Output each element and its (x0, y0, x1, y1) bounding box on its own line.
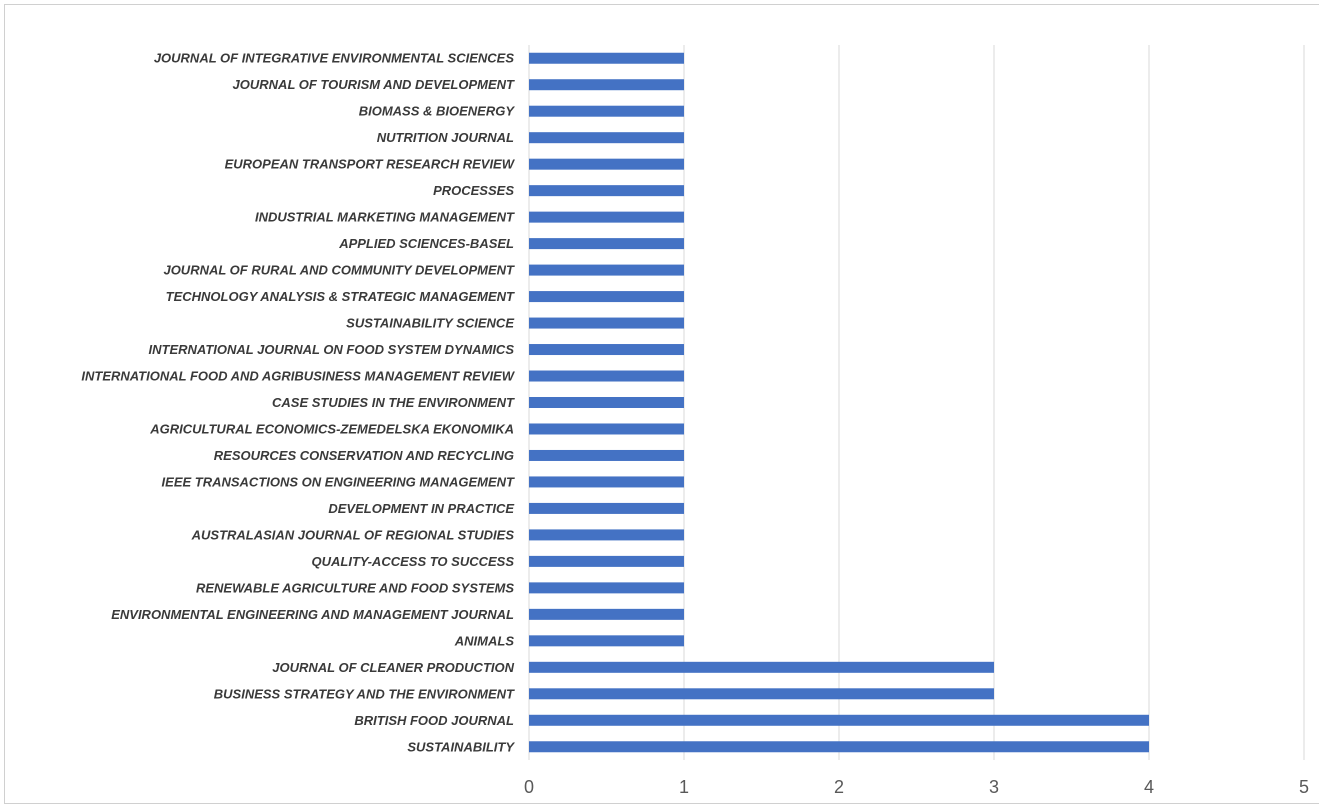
bar (529, 741, 1149, 753)
bar (529, 635, 684, 647)
category-label: JOURNAL OF TOURISM AND DEVELOPMENT (233, 77, 516, 92)
category-label: JOURNAL OF INTEGRATIVE ENVIRONMENTAL SCI… (154, 51, 515, 66)
bar (529, 502, 684, 514)
bar (529, 529, 684, 541)
category-label: ENVIRONMENTAL ENGINEERING AND MANAGEMENT… (111, 607, 514, 622)
category-label: ANIMALS (454, 633, 515, 648)
category-label: IEEE TRANSACTIONS ON ENGINEERING MANAGEM… (162, 474, 516, 489)
category-label: RENEWABLE AGRICULTURE AND FOOD SYSTEMS (196, 580, 514, 595)
bar (529, 423, 684, 435)
bar (529, 105, 684, 117)
category-label: TECHNOLOGY ANALYSIS & STRATEGIC MANAGEME… (166, 289, 515, 304)
category-label: INTERNATIONAL JOURNAL ON FOOD SYSTEM DYN… (149, 342, 515, 357)
bar (529, 185, 684, 197)
bar (529, 370, 684, 382)
category-label: SUSTAINABILITY (407, 739, 515, 754)
category-label: AGRICULTURAL ECONOMICS-ZEMEDELSKA EKONOM… (149, 421, 514, 436)
x-axis-tick-labels: 0 1 2 3 4 5 (524, 777, 1309, 796)
bar (529, 555, 684, 567)
category-label: CASE STUDIES IN THE ENVIRONMENT (272, 395, 515, 410)
category-label: APPLIED SCIENCES-BASEL (338, 236, 514, 251)
bar (529, 317, 684, 329)
category-label: DEVELOPMENT IN PRACTICE (328, 501, 514, 516)
category-label: BUSINESS STRATEGY AND THE ENVIRONMENT (214, 686, 515, 701)
bar (529, 661, 994, 673)
bar (529, 608, 684, 620)
bar (529, 397, 684, 408)
x-tick-label: 0 (524, 777, 534, 796)
bar (529, 211, 684, 223)
x-tick-label: 2 (834, 777, 844, 796)
category-label: JOURNAL OF RURAL AND COMMUNITY DEVELOPME… (163, 263, 515, 278)
category-label: BIOMASS & BIOENERGY (359, 104, 516, 119)
bar (529, 449, 684, 461)
category-label: QUALITY-ACCESS TO SUCCESS (312, 554, 515, 569)
bar (529, 158, 684, 170)
bar (529, 476, 684, 488)
category-label: AUSTRALASIAN JOURNAL OF REGIONAL STUDIES (191, 527, 515, 542)
category-label: EUROPEAN TRANSPORT RESEARCH REVIEW (225, 157, 516, 172)
category-label: NUTRITION JOURNAL (377, 130, 514, 145)
category-label: INTERNATIONAL FOOD AND AGRIBUSINESS MANA… (81, 369, 515, 384)
x-tick-label: 5 (1299, 777, 1309, 796)
bar (529, 344, 684, 356)
bar (529, 582, 684, 594)
category-label: PROCESSES (433, 183, 514, 198)
bar (529, 132, 684, 144)
x-tick-label: 1 (679, 777, 689, 796)
category-labels: SUSTAINABILITY BRITISH FOOD JOURNAL BUSINE… (81, 51, 515, 755)
category-label: SUSTAINABILITY SCIENCE (346, 316, 514, 331)
bar (529, 52, 684, 64)
x-tick-label: 3 (989, 777, 999, 796)
category-label: RESOURCES CONSERVATION AND RECYCLING (214, 448, 514, 463)
category-label: BRITISH FOOD JOURNAL (354, 713, 514, 728)
bar (529, 79, 684, 91)
x-tick-label: 4 (1144, 777, 1154, 796)
bar (529, 238, 684, 250)
bar (529, 291, 684, 303)
bar (529, 714, 1149, 726)
bar (529, 264, 684, 276)
category-label: JOURNAL OF CLEANER PRODUCTION (272, 660, 514, 675)
category-label: INDUSTRIAL MARKETING MANAGEMENT (255, 210, 515, 225)
bar-series (529, 52, 1149, 753)
bar (529, 688, 994, 700)
